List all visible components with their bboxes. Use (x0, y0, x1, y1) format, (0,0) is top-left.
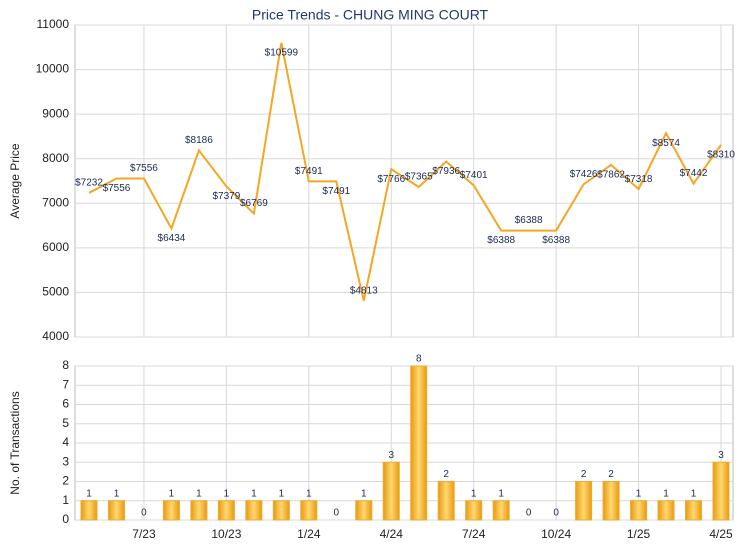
data-label: $8186 (185, 135, 213, 146)
data-label: 2 (443, 469, 449, 480)
y-tick-label: 9000 (42, 106, 69, 120)
data-label: $7491 (295, 166, 323, 177)
bar (355, 500, 373, 521)
bar (245, 500, 263, 521)
data-label: 1 (663, 488, 669, 499)
data-label: 1 (636, 488, 642, 499)
y-axis-label: No. of Transactions (8, 391, 22, 494)
data-label: $6769 (240, 198, 268, 209)
bar (492, 500, 510, 521)
x-tick-label: 10/24 (541, 527, 571, 541)
y-tick-label: 6000 (42, 240, 69, 254)
y-tick-label: 3 (62, 454, 69, 468)
x-tick-label: 4/25 (709, 527, 733, 541)
data-label: 1 (361, 488, 367, 499)
x-tick-label: 7/23 (132, 527, 156, 541)
data-label: 1 (224, 488, 230, 499)
y-tick-label: 5 (62, 416, 69, 430)
data-label: $7936 (432, 166, 460, 177)
data-label: $7556 (130, 163, 158, 174)
x-tick-label: 7/24 (462, 527, 486, 541)
bar (80, 500, 98, 521)
bar (602, 481, 620, 521)
data-label: $7556 (103, 183, 131, 194)
price-line (88, 42, 722, 301)
data-label: 8 (416, 354, 422, 365)
data-label: 1 (169, 488, 175, 499)
y-tick-label: 10000 (36, 62, 70, 76)
bar (272, 500, 290, 521)
x-tick-label: 10/23 (211, 527, 241, 541)
data-label: 1 (251, 488, 257, 499)
y-tick-label: 7 (62, 377, 69, 391)
y-tick-label: 4 (62, 435, 69, 449)
bar (657, 500, 675, 521)
data-label: 3 (718, 450, 724, 461)
bar (217, 500, 235, 521)
data-label: 1 (114, 488, 120, 499)
data-label: $8310 (707, 150, 735, 161)
bar (465, 500, 483, 521)
y-tick-label: 1 (62, 493, 69, 507)
data-label: $6388 (515, 215, 543, 226)
y-axis-label: Average Price (8, 143, 22, 218)
y-tick-label: 5000 (42, 285, 69, 299)
data-label: 2 (581, 469, 587, 480)
data-label: $7379 (212, 191, 240, 202)
x-tick-label: 4/24 (380, 527, 404, 541)
data-label: $7401 (460, 170, 488, 181)
data-label: $6388 (542, 235, 570, 246)
data-label: $7491 (322, 186, 350, 197)
bar (685, 500, 703, 521)
data-label: $7862 (597, 170, 625, 181)
data-label: $6434 (158, 233, 186, 244)
data-label: $7318 (625, 174, 653, 185)
data-label: 1 (691, 488, 697, 499)
bar (162, 500, 180, 521)
data-label: 0 (526, 508, 532, 519)
data-label: 0 (553, 508, 559, 519)
bar (410, 365, 428, 521)
bar (382, 461, 400, 521)
data-label: $6388 (487, 235, 515, 246)
data-label: 2 (608, 469, 614, 480)
data-label: $7365 (405, 172, 433, 183)
data-label: $10599 (265, 48, 299, 59)
data-label: 1 (471, 488, 477, 499)
bar (712, 461, 730, 521)
data-label: 1 (86, 488, 92, 499)
data-label: 1 (306, 488, 312, 499)
y-tick-label: 4000 (42, 329, 69, 343)
y-tick-label: 6 (62, 397, 69, 411)
data-label: $7766 (377, 174, 405, 185)
bar (575, 481, 593, 521)
data-label: 1 (498, 488, 504, 499)
bar (107, 500, 125, 521)
data-label: 1 (196, 488, 202, 499)
data-label: 0 (334, 508, 340, 519)
data-label: 3 (388, 450, 394, 461)
x-tick-label: 1/25 (627, 527, 651, 541)
data-label: $4813 (350, 285, 378, 296)
chart-title: Price Trends - CHUNG MING COURT (252, 7, 489, 23)
y-tick-label: 8 (62, 358, 69, 372)
y-tick-label: 8000 (42, 151, 69, 165)
data-label: $7232 (75, 178, 103, 189)
bar (630, 500, 648, 521)
data-label: 0 (141, 508, 147, 519)
bar (437, 481, 455, 521)
data-label: $7426 (570, 169, 598, 180)
y-tick-label: 11000 (37, 17, 70, 31)
y-tick-label: 7000 (42, 195, 69, 209)
x-tick-label: 1/24 (297, 527, 321, 541)
bar (300, 500, 318, 521)
y-tick-label: 2 (62, 474, 69, 488)
data-label: 1 (279, 488, 285, 499)
bar (190, 500, 208, 521)
data-label: $7442 (680, 168, 708, 179)
y-tick-label: 0 (62, 512, 69, 526)
data-label: $8574 (652, 138, 680, 149)
